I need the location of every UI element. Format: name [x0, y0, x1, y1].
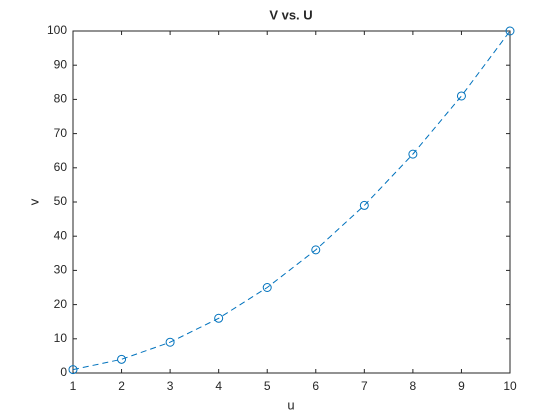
data-point [68, 365, 78, 375]
x-tick-label: 3 [167, 379, 174, 393]
data-point [505, 26, 515, 36]
x-tick-label: 1 [70, 379, 77, 393]
data-point [165, 337, 175, 347]
data-line [72, 30, 511, 371]
x-tick-label: 6 [312, 379, 319, 393]
y-tick-label: 0 [60, 365, 67, 379]
data-point [408, 149, 418, 159]
y-tick-label: 20 [54, 297, 68, 311]
x-axis-label: u [287, 397, 294, 412]
x-tick-label: 4 [215, 379, 222, 393]
y-tick-label: 60 [54, 160, 68, 174]
x-tick-label: 2 [118, 379, 125, 393]
y-tick-label: 30 [54, 263, 68, 277]
data-point [311, 245, 321, 255]
data-point [359, 200, 369, 210]
chart-title: V vs. U [269, 7, 312, 22]
data-point [262, 283, 272, 292]
x-tick-label: 8 [410, 379, 417, 393]
plot-box [72, 30, 511, 374]
y-tick-label: 50 [54, 194, 68, 208]
y-tick-label: 40 [54, 228, 68, 242]
data-point [214, 313, 224, 323]
data-point [117, 354, 127, 364]
y-tick-label: 10 [54, 331, 68, 345]
y-tick-label: 90 [54, 57, 68, 71]
x-tick-label: 5 [264, 379, 271, 393]
y-tick-label: 100 [47, 23, 67, 37]
y-axis-label: v [26, 198, 41, 205]
data-point [456, 91, 466, 101]
x-tick-label: 7 [361, 379, 368, 393]
x-tick-label: 10 [503, 379, 517, 393]
y-tick-label: 70 [54, 126, 68, 140]
x-tick-label: 9 [458, 379, 465, 393]
y-tick-label: 80 [54, 92, 68, 106]
